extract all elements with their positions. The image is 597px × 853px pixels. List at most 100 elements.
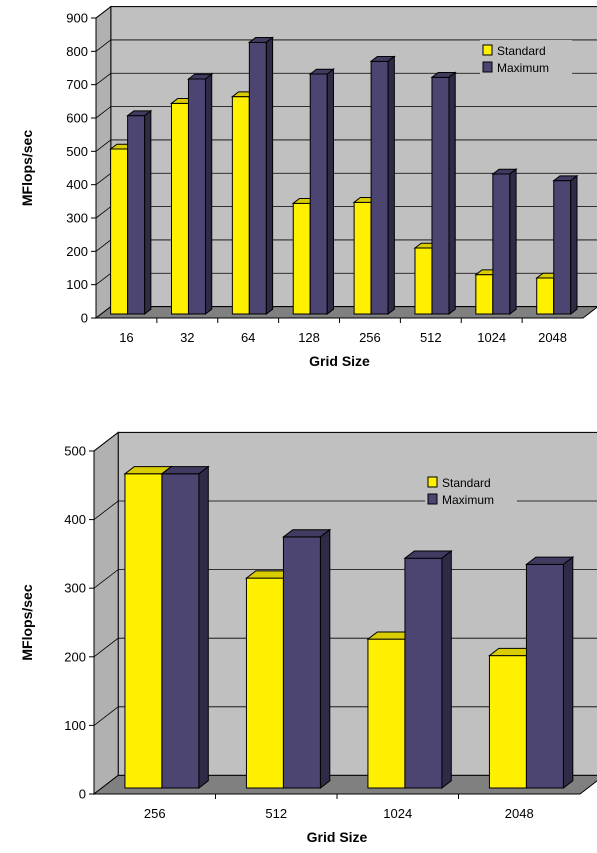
chart1-x-tick-label: 512 [420,330,442,345]
bar-front [353,201,372,315]
bar-front [292,202,311,315]
chart1-gridline [95,6,597,19]
legend-label-maximum: Maximum [442,493,494,507]
chart1-y-tick-label: 100 [66,277,88,292]
bar-front [431,76,450,315]
bar-front [110,148,129,315]
legend-label-maximum: Maximum [497,61,549,75]
chart2-x-tick-label: 1024 [383,806,412,821]
chart1-bar-maximum-16 [126,109,153,316]
legend-label-standard: Standard [497,44,546,58]
legend-box [480,40,572,78]
bar-side [509,168,517,316]
bar-side [570,174,578,316]
chart2-x-tick-label: 256 [144,806,166,821]
chart1-x-axis-title: Grid Size [309,353,370,369]
bar-front [309,73,328,315]
chart1-x-tick-label: 32 [180,330,194,345]
bar-front [187,78,206,315]
bar-front [367,638,406,789]
chart1-bar-maximum-1024 [491,168,518,316]
bar-front [414,247,433,315]
chart1-y-axis-title: MFlops/sec [19,130,35,206]
bar-side [319,528,331,790]
chart1-x-tick-label: 128 [298,330,320,345]
bar-front [127,115,146,315]
chart2-y-tick-label: 400 [64,512,86,527]
chart1-y-tick-label: 400 [66,177,88,192]
chart1-bar-maximum-512 [430,71,457,316]
bar-front [282,536,321,789]
chart1-legend: Standard Maximum [480,40,572,78]
chart1-x-tick-label: 1024 [477,330,506,345]
chart1-y-tick-label: 900 [66,11,88,26]
chart2-bar-maximum-2048 [524,556,575,790]
chart1-y-tick-label: 300 [66,211,88,226]
chart2-x-axis-title: Grid Size [307,829,368,845]
chart2-x-tick-label: 2048 [505,806,534,821]
chart1-y-tick-label: 600 [66,111,88,126]
bar-front [488,655,527,789]
legend-swatch-maximum [427,493,438,505]
bar-front [124,473,163,789]
chart2-y-tick-label: 200 [64,649,86,664]
bar-front [404,557,443,789]
bar-side [387,55,395,316]
bar-front [370,60,389,315]
chart2-y-tick-label: 0 [79,787,86,802]
bar-front [248,41,267,315]
chart1-y-tick-label: 700 [66,77,88,92]
chart-2-grid-size-mflops: 0 100 200 300 400 500 256 512 1024 2048 Grid Size M… [19,431,597,845]
chart2-gridline [93,432,597,452]
bar-front [231,96,250,315]
legend-swatch-standard [482,44,493,56]
chart1-side-wall [95,5,112,320]
bar-side [144,109,152,316]
bar-side [326,68,334,316]
chart1-x-tick-label: 16 [119,330,133,345]
chart2-y-tick-label: 500 [64,444,86,459]
bar-front [553,180,572,315]
bar-front [536,277,555,315]
bar-side [448,71,456,316]
bar-front [525,563,564,789]
bar-side [441,549,452,790]
chart1-y-tick-label: 0 [81,311,88,326]
chart-1-grid-size-mflops: 0 100 200 300 400 500 600 700 800 900 16 32 64 128 256… [19,5,597,369]
legend-box [425,472,517,510]
chart1-x-tick-label: 64 [241,330,255,345]
bar-front [161,473,200,789]
chart1-bar-maximum-64 [247,36,275,316]
chart2-bar-maximum-512 [281,528,332,790]
chart2-y-axis-title: MFlops/sec [19,584,35,660]
chart1-gridline [95,39,597,52]
chart1-bar-maximum-128 [308,68,335,316]
chart1-bar-maximum-32 [187,73,214,316]
chart1-y-tick-label: 200 [66,244,88,259]
chart2-y-tick-label: 100 [64,718,86,733]
legend-swatch-maximum [482,61,493,73]
chart1-y-tick-label: 800 [66,44,88,59]
chart1-bar-maximum-2048 [552,174,579,316]
bar-front [492,173,511,315]
chart1-bar-maximum-256 [369,55,396,316]
bar-front [245,577,284,789]
bar-side [204,73,213,316]
legend-swatch-standard [427,476,438,488]
legend-label-standard: Standard [442,476,491,490]
bar-side [562,556,574,790]
chart1-x-tick-label: 2048 [538,330,567,345]
bar-side [198,465,209,790]
chart2-side-wall [93,431,119,796]
bar-front [475,274,494,315]
chart2-bar-maximum-256 [160,465,210,790]
chart2-legend: Standard Maximum [425,472,517,510]
chart1-x-tick-label: 256 [359,330,381,345]
bar-front [170,102,189,315]
chart2-y-tick-label: 300 [64,581,86,596]
chart2-bar-maximum-1024 [403,549,453,790]
bar-side [265,36,274,316]
chart2-x-tick-label: 512 [265,806,287,821]
chart1-gridline [95,72,597,85]
chart1-y-tick-label: 500 [66,144,88,159]
